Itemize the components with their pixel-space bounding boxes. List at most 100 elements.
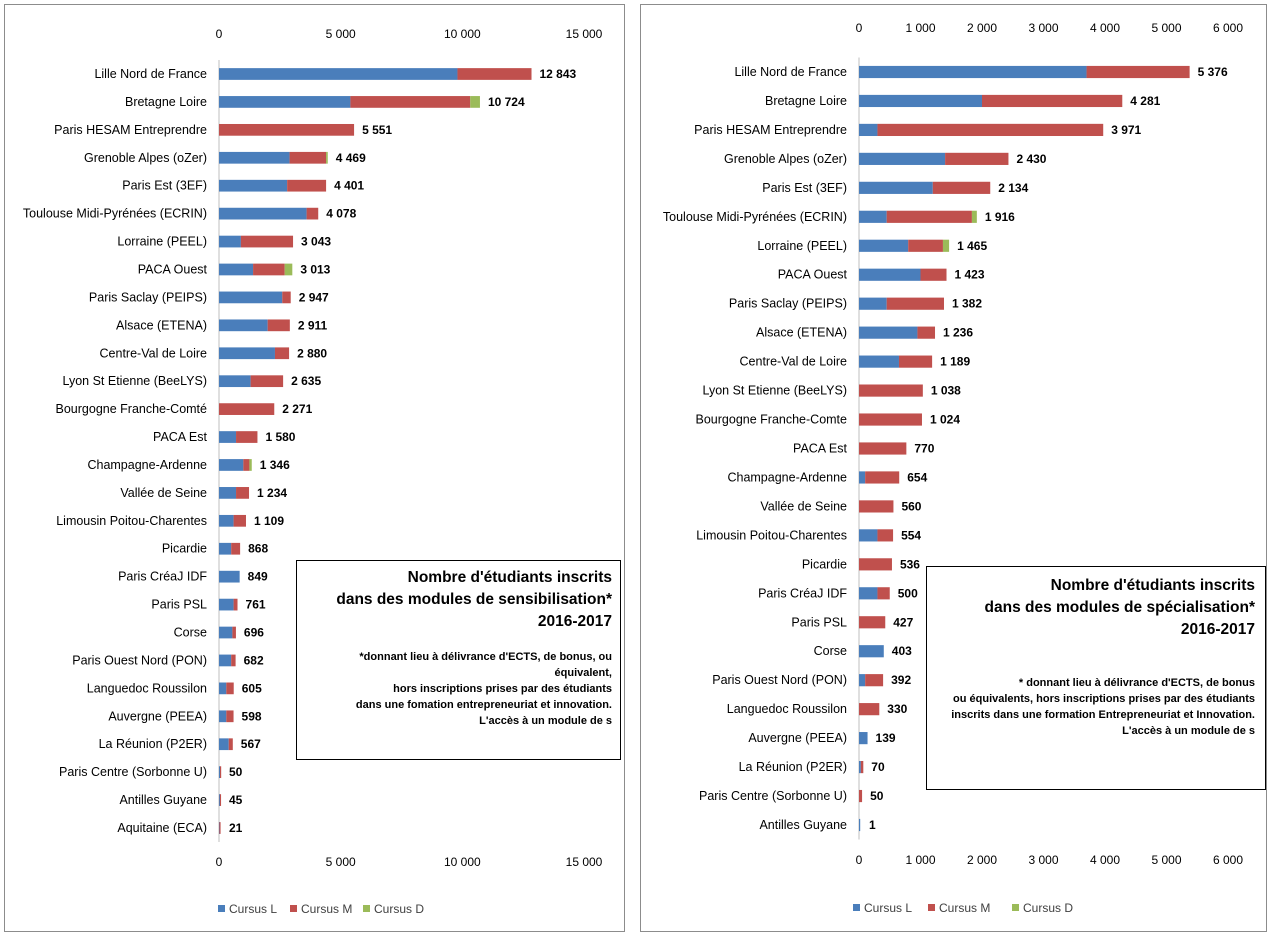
total-data-label: 598 — [242, 709, 262, 723]
bar-segment-cursus-m — [945, 152, 1009, 165]
total-data-label: 696 — [244, 626, 264, 640]
bar-segment-cursus-m — [860, 760, 864, 774]
x-tick-label-bottom: 1 000 — [905, 853, 935, 867]
category-label: Auvergne (PEEA) — [748, 731, 847, 745]
category-label: Paris HESAM Entreprendre — [54, 123, 207, 137]
legend-swatch — [363, 905, 370, 912]
total-data-label: 2 880 — [297, 346, 327, 360]
bar-segment-cursus-m — [859, 558, 892, 571]
bar-segment-cursus-m — [253, 263, 285, 276]
bar-segment-cursus-m — [920, 268, 947, 281]
note-title-line: Nombre d'étudiants inscrits — [407, 569, 612, 586]
total-data-label: 4 401 — [334, 179, 364, 193]
x-tick-label-bottom: 15 000 — [566, 855, 603, 869]
category-label: Champagne-Ardenne — [87, 458, 207, 472]
category-label: PACA Est — [153, 430, 207, 444]
total-data-label: 654 — [907, 470, 927, 484]
bar-segment-cursus-l — [219, 766, 221, 779]
note-footnote-line: L'accès à un module de s — [1122, 725, 1255, 737]
total-data-label: 5 551 — [362, 123, 392, 137]
legend-swatch — [928, 904, 935, 911]
x-tick-label-top: 3 000 — [1028, 21, 1058, 35]
bar-segment-cursus-l — [219, 794, 221, 806]
bar-segment-cursus-m — [898, 355, 933, 368]
category-label: Languedoc Roussilon — [727, 702, 847, 716]
bar-segment-cursus-l — [219, 96, 351, 108]
total-data-label: 2 947 — [299, 290, 329, 304]
total-data-label: 12 843 — [540, 67, 577, 81]
bar-segment-cursus-m — [932, 181, 991, 194]
category-label: Limousin Poitou-Charentes — [696, 528, 847, 542]
category-label: Toulouse Midi-Pyrénées (ECRIN) — [663, 210, 847, 224]
total-data-label: 1 423 — [955, 268, 985, 282]
bar-segment-cursus-m — [865, 471, 900, 484]
bar-segment-cursus-m — [350, 96, 471, 108]
bar-segment-cursus-l — [859, 239, 909, 252]
x-tick-label-top: 1 000 — [905, 21, 935, 35]
bar-segment-cursus-l — [859, 674, 866, 687]
total-data-label: 330 — [887, 702, 907, 716]
note-footnote-line: inscrits dans une formation Entrepreneur… — [951, 709, 1255, 721]
total-data-label: 1 236 — [943, 326, 973, 340]
x-tick-label-bottom: 0 — [216, 855, 223, 869]
bar-segment-cursus-l — [219, 68, 458, 80]
note-footnote-line: hors inscriptions prises par des étudian… — [393, 683, 612, 695]
bar-segment-cursus-m — [243, 459, 250, 471]
x-tick-label-bottom: 0 — [856, 853, 863, 867]
category-label: Antilles Guyane — [119, 793, 207, 807]
bar-segment-cursus-m — [267, 319, 290, 332]
category-label: Lorraine (PEEL) — [757, 239, 847, 253]
specialisation-title-box: Nombre d'étudiants inscrits dans des mod… — [926, 566, 1266, 790]
category-label: Aquitaine (ECA) — [117, 821, 207, 835]
bar-segment-cursus-l — [859, 181, 933, 194]
category-label: Bretagne Loire — [765, 94, 847, 108]
legend-swatch — [290, 905, 297, 912]
total-data-label: 392 — [891, 673, 911, 687]
bar-segment-cursus-l — [219, 487, 237, 499]
bar-segment-cursus-m — [859, 789, 863, 803]
total-data-label: 682 — [244, 653, 264, 667]
bar-segment-cursus-m — [219, 794, 222, 806]
bar-segment-cursus-m — [274, 347, 290, 360]
bar-segment-cursus-l — [219, 235, 241, 248]
total-data-label: 50 — [870, 789, 884, 803]
bar-segment-cursus-m — [859, 384, 923, 397]
bar-segment-cursus-m — [250, 375, 284, 388]
category-label: Vallée de Seine — [760, 499, 847, 513]
category-label: Paris Centre (Sorbonne U) — [59, 765, 207, 779]
category-label: Alsace (ETENA) — [756, 326, 847, 340]
category-label: Grenoble Alpes (oZer) — [724, 152, 847, 166]
note-footnote-line: *donnant lieu à délivrance d'ECTS, de bo… — [359, 651, 612, 679]
bar-segment-cursus-m — [877, 123, 1104, 137]
total-data-label: 1 916 — [985, 210, 1015, 224]
total-data-label: 1 — [869, 818, 876, 832]
category-label: Paris Ouest Nord (PON) — [72, 653, 207, 667]
bar-segment-cursus-m — [282, 291, 291, 304]
bar-segment-cursus-m — [982, 94, 1123, 108]
bar-segment-cursus-l — [219, 319, 268, 332]
bar-segment-cursus-m — [908, 239, 943, 252]
total-data-label: 1 346 — [260, 458, 290, 472]
category-label: Toulouse Midi-Pyrénées (ECRIN) — [23, 207, 207, 221]
total-data-label: 500 — [898, 586, 918, 600]
category-label: Bourgogne Franche-Comte — [696, 413, 848, 427]
bar-segment-cursus-m — [231, 542, 241, 555]
bar-segment-cursus-m — [232, 626, 236, 639]
total-data-label: 4 469 — [336, 151, 366, 165]
bar-segment-cursus-l — [219, 263, 254, 276]
x-tick-label-top: 0 — [216, 27, 223, 41]
category-label: La Réunion (P2ER) — [739, 760, 847, 774]
bar-segment-cursus-l — [859, 732, 868, 745]
total-data-label: 605 — [242, 681, 262, 695]
category-label: Lorraine (PEEL) — [117, 235, 207, 249]
bar-segment-cursus-m — [859, 500, 894, 513]
category-label: Lille Nord de France — [734, 65, 847, 79]
total-data-label: 1 465 — [957, 239, 987, 253]
category-label: Centre-Val de Loire — [740, 355, 848, 369]
bar-segment-cursus-l — [219, 375, 251, 388]
category-label: Bretagne Loire — [125, 95, 207, 109]
bar-segment-cursus-l — [859, 94, 982, 108]
bar-segment-cursus-m — [457, 68, 532, 80]
total-data-label: 560 — [901, 499, 921, 513]
